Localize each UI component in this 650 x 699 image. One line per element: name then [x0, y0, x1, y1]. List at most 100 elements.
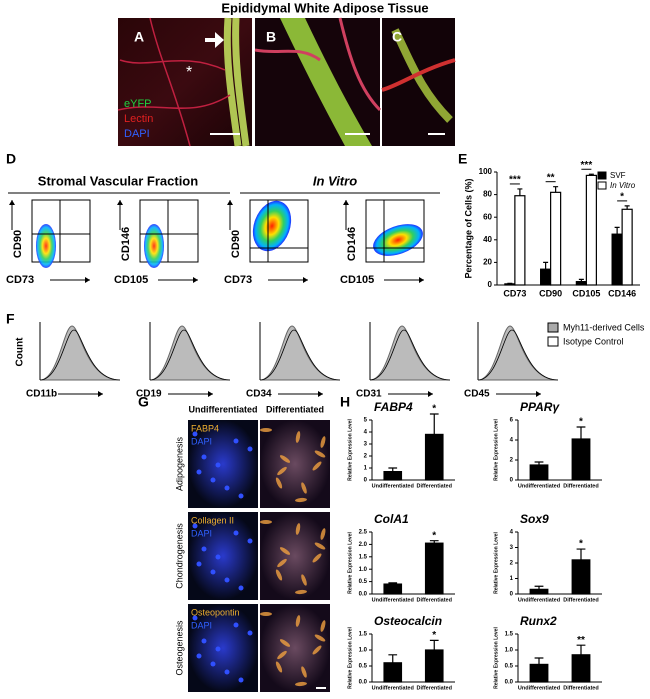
y-tick-label: 1 [364, 466, 368, 472]
y-tick-label: 4 [510, 438, 514, 444]
stain-label: Osteopontin [191, 607, 240, 617]
column-label: Differentiated [266, 404, 324, 414]
axis-label: CD73 [224, 274, 252, 286]
nucleus [196, 653, 202, 659]
histogram [39, 325, 121, 381]
density [36, 224, 56, 268]
group-label: Stromal Vascular Fraction [38, 173, 198, 188]
bar [424, 542, 444, 595]
nucleus [201, 546, 207, 552]
panel-letter: D [6, 151, 16, 167]
legend-swatch [597, 171, 607, 180]
stain [275, 569, 283, 581]
error-bar [614, 226, 620, 235]
x-tick-label: Differentiated [417, 685, 452, 691]
stain [295, 589, 307, 595]
legend-label: Myh11-derived Cells [563, 322, 645, 332]
arrow-head [318, 391, 323, 397]
arrow [205, 32, 224, 48]
y-tick-label: 1.0 [359, 567, 368, 573]
stain [295, 681, 307, 687]
arrow-head [193, 277, 198, 283]
stain [312, 461, 322, 471]
significance: ** [547, 172, 555, 183]
error-bar [578, 278, 584, 282]
stain-label: DAPI [191, 620, 212, 630]
y-tick-label: 1.5 [359, 554, 368, 560]
y-tick-label: 0 [488, 280, 493, 289]
nucleus [233, 530, 239, 536]
error-bar [576, 426, 586, 439]
stain [295, 497, 307, 503]
stain [295, 523, 301, 535]
x-tick-label: Differentiated [563, 483, 598, 489]
arrow-head [98, 391, 103, 397]
nucleus [210, 477, 216, 483]
chart-title: Runx2 [520, 614, 557, 628]
error-bar [553, 186, 559, 193]
axis-label: CD34 [246, 389, 272, 400]
nucleus [215, 646, 221, 652]
nucleus [192, 615, 198, 621]
row-label: Osteogenesis [174, 620, 184, 676]
y-tick-label: 0.5 [359, 579, 368, 585]
bar [540, 268, 552, 286]
nucleus [238, 585, 244, 591]
stain [312, 645, 322, 655]
y-axis-label: Percentage of Cells (%) [463, 178, 473, 278]
bar [550, 191, 562, 286]
axis-label: CD45 [464, 389, 490, 400]
nucleus [224, 485, 230, 491]
y-tick-label: 0.0 [359, 680, 368, 686]
significance: *** [581, 160, 593, 171]
channel-label: Lectin [124, 113, 153, 125]
micrograph [188, 512, 258, 600]
y-tick-label: 1.0 [359, 648, 368, 654]
bar [575, 281, 587, 286]
error-bar [388, 582, 398, 585]
histogram [369, 329, 451, 381]
significance: *** [509, 175, 521, 186]
histogram [39, 329, 121, 381]
stain [279, 639, 291, 647]
nucleus [238, 493, 244, 499]
error-bar [507, 282, 513, 284]
marker: * [186, 64, 192, 81]
y-tick-label: 2 [510, 458, 514, 464]
y-axis-label: Relative Expression Level [493, 419, 499, 481]
micrograph [188, 604, 258, 692]
bar [621, 208, 633, 286]
axis-label: CD146 [120, 227, 132, 261]
error-bar [534, 657, 544, 665]
x-tick-label: Undifferentiated [518, 685, 560, 691]
stain [320, 436, 326, 448]
row-label: Adipogenesis [174, 436, 184, 491]
axis-label: Count [15, 337, 26, 367]
axis-label: CD90 [230, 230, 242, 258]
y-tick-label: 4 [510, 530, 514, 536]
stain [314, 634, 326, 642]
histogram [259, 325, 341, 381]
legend-label: In Vitro [610, 181, 636, 190]
stain-label: DAPI [191, 528, 212, 538]
y-tick-label: 3 [364, 442, 368, 448]
vessel [280, 18, 372, 146]
stain [260, 520, 272, 524]
chart-title: PPARγ [520, 400, 560, 414]
significance: * [432, 630, 436, 641]
histogram [477, 325, 559, 381]
bar [571, 559, 591, 595]
y-tick-label: 4 [364, 430, 368, 436]
vessel [381, 58, 456, 92]
panel-letter: H [340, 394, 350, 410]
channel-label: eYFP [124, 98, 152, 110]
nucleus [247, 446, 253, 452]
error-bar [388, 654, 398, 663]
axis-label: CD146 [346, 227, 358, 261]
micrograph [188, 420, 258, 508]
y-axis-label: Relative Expression Level [347, 627, 353, 689]
axis-label: CD11b [26, 389, 57, 400]
stain [301, 482, 307, 494]
stain [260, 428, 272, 432]
bar [383, 583, 403, 595]
